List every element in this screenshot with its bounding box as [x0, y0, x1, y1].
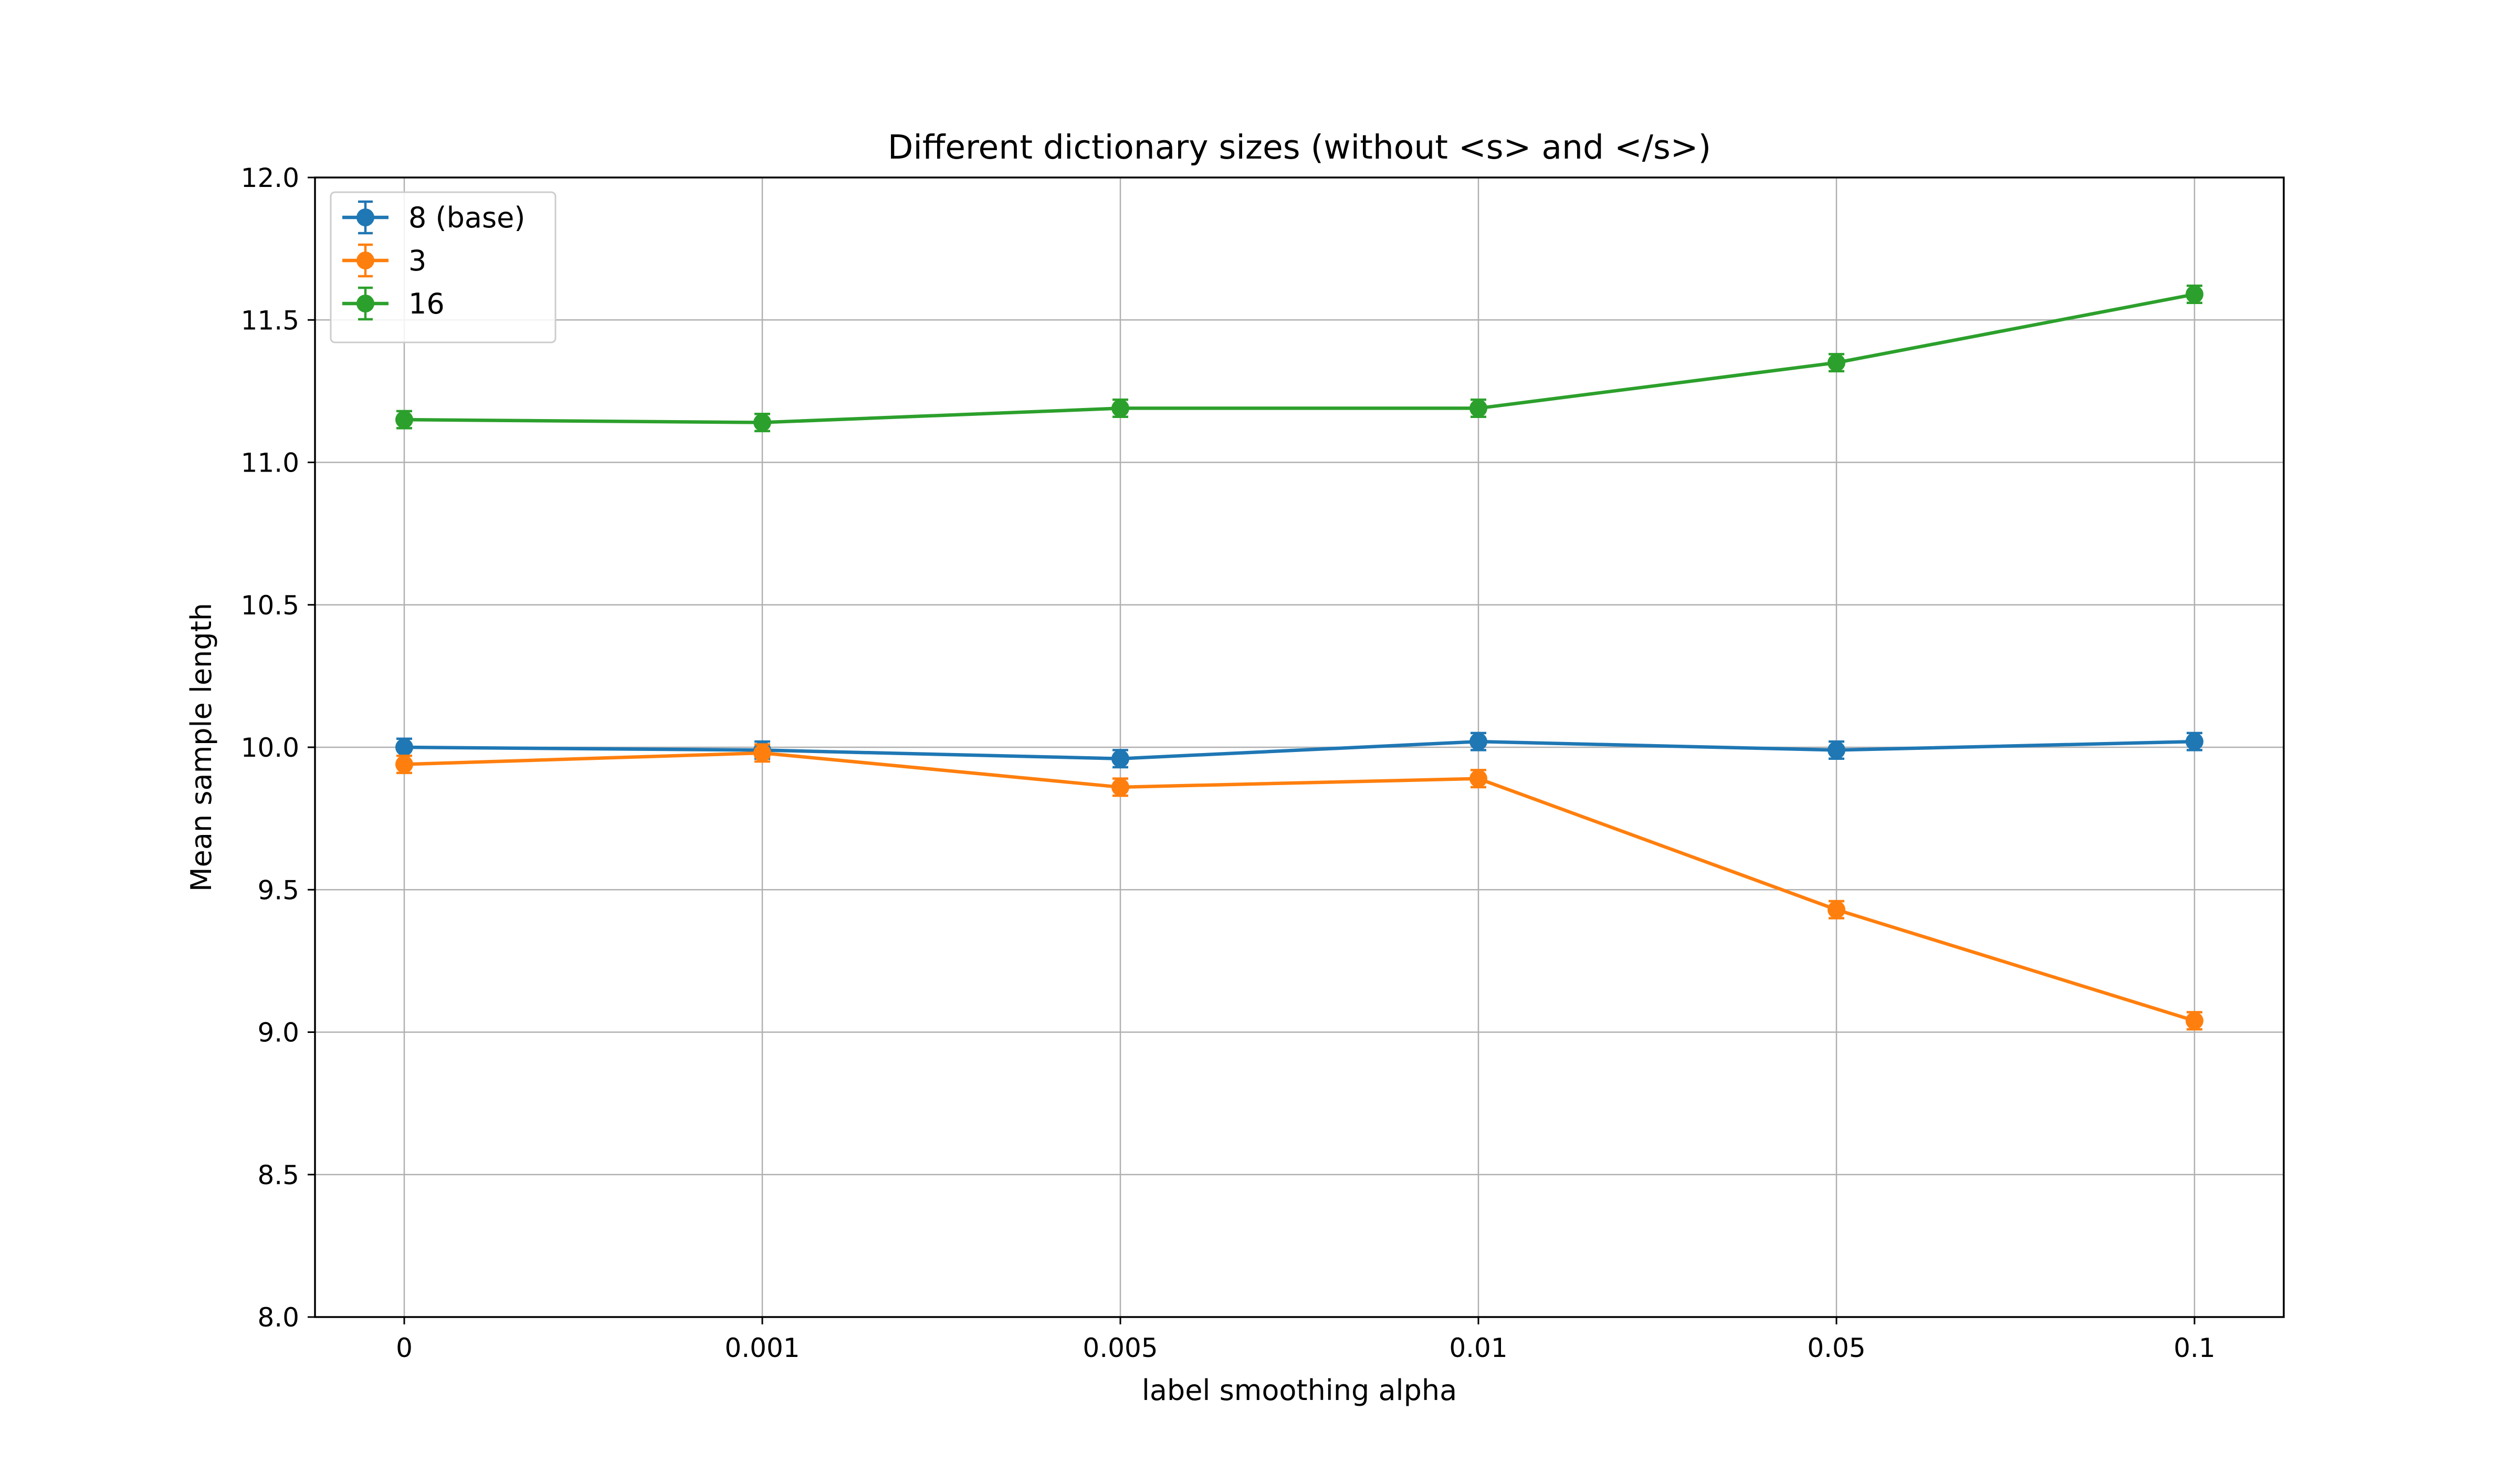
legend: 8 (base) 3 16 [330, 191, 556, 343]
data-point [395, 738, 413, 756]
series-line [404, 292, 2195, 424]
y-tick-label: 9.0 [257, 1018, 299, 1048]
y-tick-label: 10.5 [241, 590, 299, 621]
x-tick-label: 0.01 [1449, 1333, 1507, 1363]
series-2 [395, 284, 2203, 433]
x-axis-label: label smoothing alpha [1142, 1374, 1457, 1407]
y-tick-label: 9.5 [257, 875, 299, 905]
legend-label: 3 [408, 244, 426, 277]
data-point [1111, 749, 1129, 768]
x-tick-label: 0 [396, 1333, 413, 1363]
series-1 [395, 743, 2203, 1031]
legend-item: 3 [342, 243, 426, 278]
legend-marker [356, 295, 374, 312]
data-point [1828, 741, 1845, 759]
legend-marker [356, 208, 374, 226]
data-point [1828, 901, 1845, 919]
x-tick-label: 0.005 [1083, 1333, 1158, 1363]
y-tick-label: 8.5 [257, 1160, 299, 1190]
data-point [1111, 399, 1129, 417]
y-tick-label: 11.0 [241, 448, 299, 478]
y-tick-label: 11.5 [241, 305, 299, 336]
legend-item: 8 (base) [342, 200, 525, 235]
x-tick-label: 0.1 [2174, 1333, 2216, 1363]
legend-marker [356, 252, 374, 269]
data-point [395, 411, 413, 429]
x-tick-label: 0.001 [724, 1333, 800, 1363]
data-point [753, 413, 771, 432]
data-point [1469, 399, 1487, 417]
series-line [404, 739, 2195, 760]
data-point [1111, 778, 1129, 796]
y-tick-label: 10.0 [241, 733, 299, 763]
data-point [1469, 769, 1487, 788]
chart-title: Different dictionary sizes (without <s> … [888, 128, 1711, 166]
x-tick-label: 0.05 [1807, 1333, 1865, 1363]
ticks: 0 0.001 0.005 0.01 0.05 0.1 8.0 8.5 9.0 9.5 10.0 10… [241, 163, 2216, 1363]
data-point [395, 755, 413, 774]
legend-label: 8 (base) [408, 201, 525, 234]
series-line [404, 751, 2195, 1022]
data-point [753, 744, 771, 762]
data-point [2186, 285, 2203, 304]
data-point [1469, 733, 1487, 751]
y-tick-label: 12.0 [241, 163, 299, 193]
y-tick-label: 8.0 [257, 1302, 299, 1333]
series-layer [395, 284, 2203, 1031]
data-point [2186, 733, 2203, 751]
data-point [2186, 1011, 2203, 1030]
legend-item: 16 [342, 286, 445, 321]
y-axis-label: Mean sample length [185, 603, 218, 892]
legend-label: 16 [408, 287, 445, 320]
data-point [1828, 353, 1845, 372]
